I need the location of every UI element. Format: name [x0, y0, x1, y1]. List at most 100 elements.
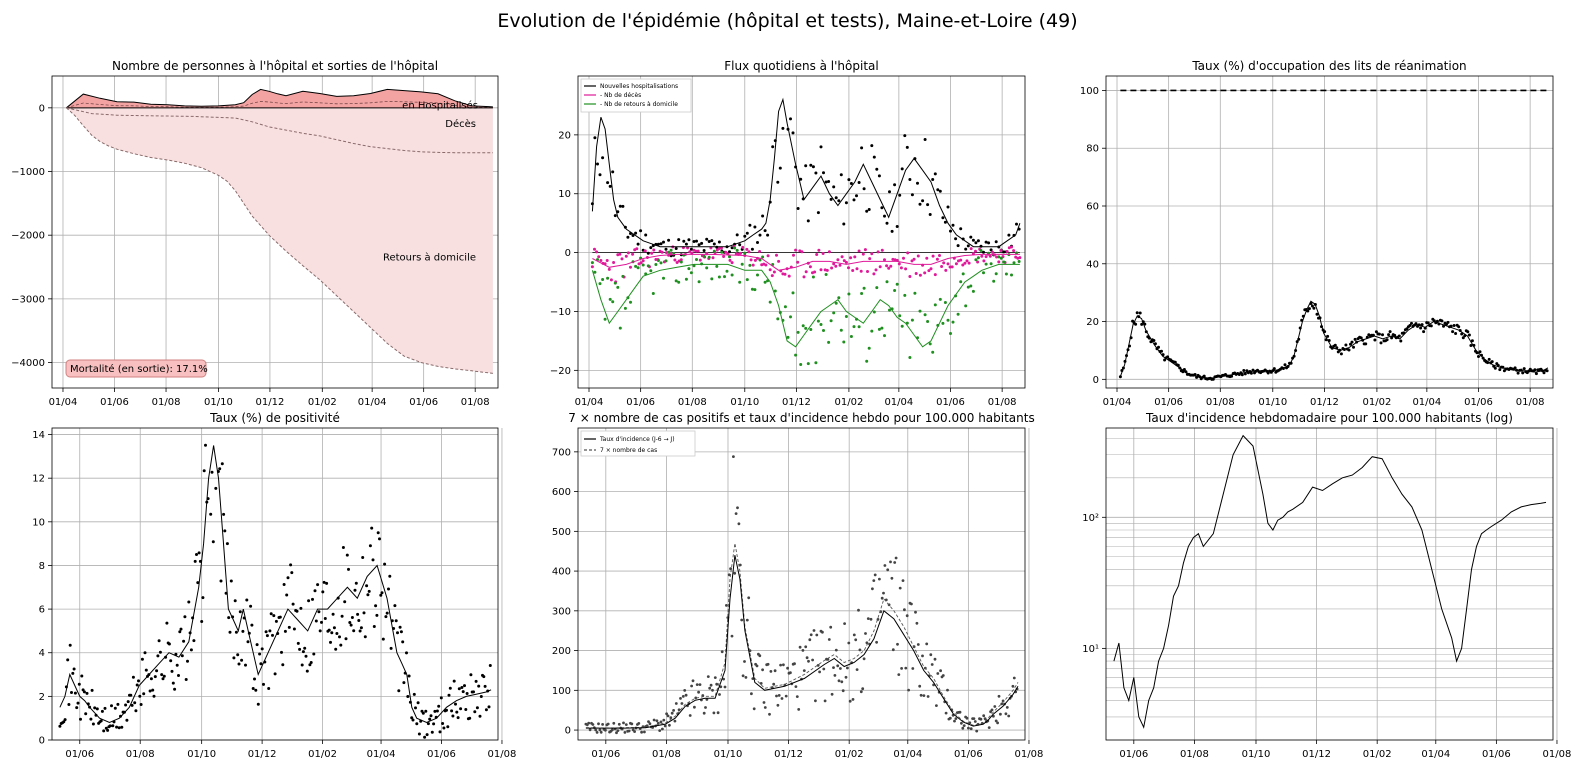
- point-hospitalisations: [916, 181, 919, 185]
- point-retours: [860, 292, 864, 295]
- point-cases: [691, 679, 695, 683]
- point-positivity: [365, 584, 369, 588]
- x-tick-label: 01/02: [308, 749, 337, 760]
- point-retours: [707, 255, 711, 259]
- point-occupancy: [1118, 375, 1122, 379]
- point-cases: [979, 717, 983, 721]
- point-deces: [745, 247, 749, 251]
- point-retours: [664, 259, 668, 263]
- point-positivity: [274, 619, 278, 623]
- point-cases: [896, 642, 899, 646]
- point-cases: [659, 720, 663, 724]
- point-cases: [987, 726, 991, 729]
- point-hospitalisations: [707, 240, 711, 243]
- point-cases: [944, 711, 948, 715]
- point-positivity: [108, 724, 112, 728]
- y-tick-label: 60: [1086, 202, 1099, 213]
- point-deces: [923, 271, 927, 275]
- point-hospitalisations: [910, 193, 914, 197]
- point-cases: [871, 587, 874, 591]
- point-positivity: [214, 486, 218, 490]
- point-positivity: [71, 671, 75, 675]
- point-hospitalisations: [748, 223, 752, 227]
- point-positivity: [414, 706, 417, 710]
- point-positivity: [68, 643, 72, 647]
- point-occupancy: [1359, 336, 1363, 340]
- y-tick-label: 100: [552, 686, 571, 697]
- point-cases: [795, 695, 799, 698]
- point-cases: [898, 586, 902, 590]
- point-positivity: [196, 581, 200, 585]
- point-cases: [858, 648, 862, 652]
- point-cases: [712, 711, 716, 715]
- point-deces: [631, 252, 635, 256]
- panel-title: Taux (%) d'occupation des lits de réanim…: [1191, 59, 1466, 73]
- point-cases: [698, 683, 702, 686]
- point-positivity: [474, 679, 478, 683]
- point-hospitalisations: [862, 187, 866, 191]
- point-positivity: [439, 696, 443, 700]
- point-cases: [967, 726, 970, 730]
- point-positivity: [463, 684, 466, 688]
- point-cases: [910, 602, 913, 606]
- point-positivity: [76, 701, 80, 705]
- point-positivity: [442, 726, 446, 730]
- point-cases: [839, 667, 842, 670]
- point-hospitalisations: [941, 216, 945, 220]
- point-hospitalisations: [728, 250, 731, 254]
- point-cases: [655, 719, 659, 723]
- point-retours: [636, 266, 640, 270]
- point-cases: [852, 633, 856, 637]
- legend-label: Nouvelles hospitalisations: [600, 83, 678, 90]
- point-cases: [734, 512, 738, 515]
- point-deces: [783, 272, 787, 276]
- point-cases: [919, 693, 923, 697]
- point-positivity: [301, 650, 305, 654]
- point-positivity: [411, 718, 415, 722]
- point-retours: [1017, 260, 1021, 263]
- point-retours: [735, 248, 739, 252]
- y-tick-label: 2: [39, 692, 45, 703]
- point-retours: [842, 340, 846, 344]
- point-positivity: [341, 546, 345, 549]
- line-hospitalisations: [591, 97, 1021, 248]
- point-hospitalisations: [778, 166, 782, 170]
- point-positivity: [117, 726, 121, 730]
- point-deces: [927, 269, 931, 273]
- point-retours: [877, 327, 881, 331]
- point-hospitalisations: [903, 134, 907, 138]
- point-cases: [907, 688, 910, 692]
- point-hospitalisations: [662, 240, 665, 244]
- point-cases: [766, 662, 770, 666]
- point-cases: [1012, 676, 1016, 680]
- y-tick-label: 0: [39, 103, 45, 114]
- point-positivity: [246, 640, 250, 644]
- point-positivity: [305, 669, 309, 673]
- point-positivity: [432, 722, 436, 726]
- point-deces: [944, 268, 948, 272]
- point-positivity: [423, 735, 427, 739]
- x-tick-label: 01/02: [308, 397, 337, 408]
- point-positivity: [335, 632, 339, 635]
- point-occupancy: [1134, 322, 1138, 326]
- point-retours: [1010, 273, 1013, 277]
- point-cases: [872, 579, 876, 582]
- point-deces: [593, 247, 596, 251]
- point-deces: [605, 259, 609, 262]
- point-cases: [674, 702, 678, 705]
- x-tick-label: 01/04: [367, 749, 396, 760]
- point-retours: [695, 258, 698, 261]
- point-cases: [948, 716, 952, 720]
- point-retours: [768, 300, 772, 304]
- point-retours: [809, 328, 813, 331]
- legend-label: 7 × nombre de cas: [600, 447, 657, 454]
- point-hospitalisations: [816, 211, 820, 215]
- point-cases: [894, 556, 898, 560]
- point-deces: [679, 258, 683, 262]
- point-deces: [675, 261, 679, 264]
- point-retours: [611, 300, 615, 304]
- point-hospitalisations: [697, 243, 701, 247]
- point-deces: [910, 259, 914, 263]
- point-positivity: [457, 687, 461, 691]
- point-deces: [965, 259, 969, 263]
